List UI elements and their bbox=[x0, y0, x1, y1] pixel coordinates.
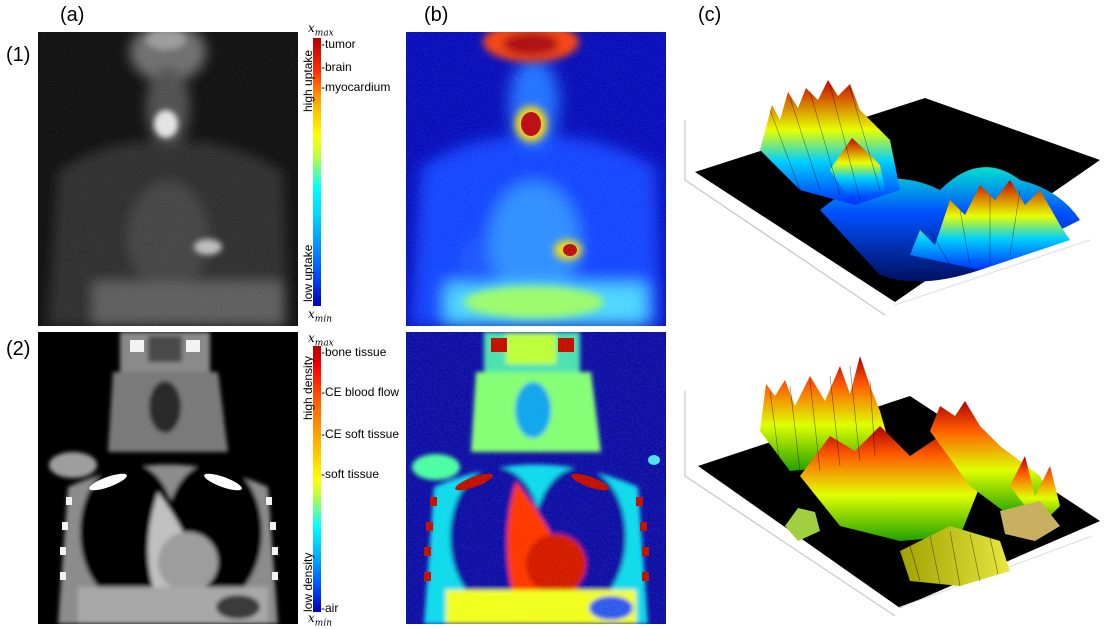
pet-colorbar-high-axis-label: high uptake bbox=[301, 49, 315, 112]
pet-colorbar-min-label: xmin bbox=[308, 307, 332, 325]
column-label-a: (a) bbox=[60, 4, 85, 26]
pet-3d-surface-plot bbox=[680, 40, 1110, 330]
row-label-1: (1) bbox=[6, 44, 31, 66]
ct-colorbar-high-axis-label: high density bbox=[301, 355, 315, 420]
pet-colorbar-low-axis-label: low uptake bbox=[301, 244, 315, 302]
ct-colorbar-tick-ce-soft-tissue: -CE soft tissue bbox=[321, 427, 400, 441]
column-label-b: (b) bbox=[424, 4, 449, 26]
ct-colorbar-max-label: xmax bbox=[308, 331, 334, 349]
ct-colorbar-tick-soft-tissue: -soft tissue bbox=[321, 467, 380, 481]
pet-colorbar-max-label: xmax bbox=[308, 21, 334, 39]
ct-colorbar-min-label: xmin bbox=[308, 611, 332, 629]
pet-colorbar-tick-tumor: -tumor bbox=[321, 37, 356, 51]
ct-colorbar-tick-bone-tissue: -bone tissue bbox=[321, 345, 387, 359]
ct-colorbar bbox=[313, 346, 321, 612]
ct-3d-surface-plot bbox=[680, 336, 1110, 624]
ct-colorbar-low-axis-label: low density bbox=[301, 552, 315, 612]
column-label-c: (c) bbox=[698, 4, 722, 26]
pet-grayscale-image bbox=[38, 32, 298, 326]
ct-colorbar-tick-air: -air bbox=[321, 601, 339, 615]
ct-grayscale-image bbox=[38, 332, 298, 624]
row-label-2: (2) bbox=[6, 338, 31, 360]
pet-colorbar-tick-brain: -brain bbox=[321, 60, 352, 74]
ct-colorbar-tick-ce-blood-flow: -CE blood flow bbox=[321, 385, 400, 399]
pet-colorbar bbox=[313, 38, 321, 306]
pet-colorbar-tick-myocardium: -myocardium bbox=[321, 80, 391, 94]
ct-jet-image bbox=[406, 332, 666, 624]
pet-jet-image bbox=[406, 32, 666, 326]
